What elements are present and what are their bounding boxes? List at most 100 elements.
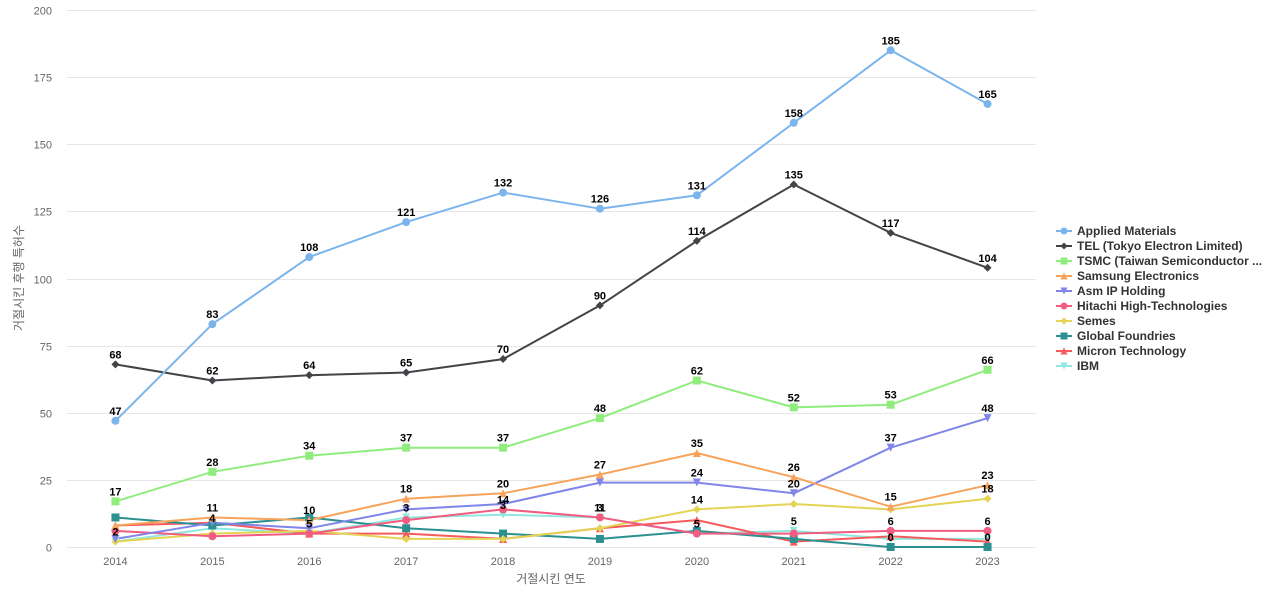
data-point-2-1[interactable] xyxy=(208,467,217,476)
data-point-3-2[interactable] xyxy=(305,516,314,525)
data-point-2-4[interactable] xyxy=(499,443,508,452)
data-point-3-3[interactable] xyxy=(402,494,411,503)
data-point-2-9[interactable] xyxy=(983,365,992,374)
data-point-0-4[interactable] xyxy=(499,188,508,197)
data-point-4-7[interactable] xyxy=(789,489,798,498)
data-point-5-6[interactable] xyxy=(692,529,701,538)
data-point-7-9[interactable] xyxy=(983,543,992,551)
data-point-1-7[interactable] xyxy=(789,180,798,189)
data-label: 3 xyxy=(597,502,603,514)
data-point-2-0[interactable] xyxy=(111,497,120,506)
data-point-8-6[interactable] xyxy=(692,516,701,525)
series-line-4[interactable] xyxy=(114,417,989,540)
series-line-2[interactable] xyxy=(114,368,989,503)
data-point-7-3[interactable] xyxy=(402,524,411,533)
data-point-3-4[interactable] xyxy=(499,489,508,498)
x-tick-label: 2014 xyxy=(103,556,127,568)
series-line-9[interactable] xyxy=(114,513,989,543)
data-point-6-7[interactable] xyxy=(789,500,798,509)
data-point-4-2[interactable] xyxy=(305,524,314,533)
data-point-7-8[interactable] xyxy=(886,543,895,551)
data-point-3-0[interactable] xyxy=(111,521,120,530)
data-point-0-5[interactable] xyxy=(595,204,604,213)
data-point-0-0[interactable] xyxy=(111,416,120,425)
data-label: 15 xyxy=(885,492,897,504)
data-point-3-5[interactable] xyxy=(595,470,604,479)
data-point-5-4[interactable] xyxy=(499,505,508,514)
data-point-2-5[interactable] xyxy=(595,414,604,423)
data-point-0-7[interactable] xyxy=(789,118,798,127)
data-point-0-3[interactable] xyxy=(402,218,411,227)
data-point-5-2[interactable] xyxy=(305,529,314,538)
data-point-6-6[interactable] xyxy=(692,505,701,514)
legend-item[interactable]: TSMC (Taiwan Semiconductor ... xyxy=(1056,253,1278,268)
data-point-3-1[interactable] xyxy=(208,513,217,522)
data-point-5-5[interactable] xyxy=(595,513,604,522)
data-point-1-9[interactable] xyxy=(983,263,992,272)
data-point-4-4[interactable] xyxy=(499,500,508,509)
data-point-3-7[interactable] xyxy=(789,473,798,482)
y-tick-label: 100 xyxy=(34,275,52,287)
data-point-0-6[interactable] xyxy=(692,191,701,200)
data-point-0-8[interactable] xyxy=(886,46,895,55)
data-point-5-7[interactable] xyxy=(789,529,798,538)
legend-item[interactable]: Semes xyxy=(1056,313,1278,328)
data-point-1-8[interactable] xyxy=(886,228,895,237)
data-point-5-9[interactable] xyxy=(983,526,992,535)
data-point-5-3[interactable] xyxy=(402,516,411,525)
legend-item[interactable]: Applied Materials xyxy=(1056,223,1278,238)
data-label: 70 xyxy=(497,344,509,356)
legend-item[interactable]: IBM xyxy=(1056,358,1278,373)
data-point-4-3[interactable] xyxy=(402,505,411,514)
series-line-1[interactable] xyxy=(114,183,989,382)
legend-item[interactable]: Micron Technology xyxy=(1056,343,1278,358)
data-point-1-2[interactable] xyxy=(305,371,314,380)
data-point-2-2[interactable] xyxy=(305,451,314,460)
data-point-1-3[interactable] xyxy=(402,368,411,377)
x-tick-label: 2020 xyxy=(685,556,709,568)
data-point-3-9[interactable] xyxy=(983,481,992,490)
data-point-0-9[interactable] xyxy=(983,99,992,108)
data-point-7-0[interactable] xyxy=(111,513,120,522)
data-point-8-3[interactable] xyxy=(402,529,411,538)
data-point-2-6[interactable] xyxy=(692,376,701,385)
data-label: 18 xyxy=(981,484,993,496)
data-point-0-2[interactable] xyxy=(305,253,314,262)
data-point-4-9[interactable] xyxy=(983,414,992,423)
data-point-7-5[interactable] xyxy=(595,534,604,543)
series-line-7[interactable] xyxy=(114,516,989,548)
data-point-2-7[interactable] xyxy=(789,403,798,412)
data-point-0-1[interactable] xyxy=(208,320,217,329)
data-point-6-4[interactable] xyxy=(499,534,508,543)
legend-item[interactable]: Asm IP Holding xyxy=(1056,283,1278,298)
data-point-6-9[interactable] xyxy=(983,494,992,503)
legend-item[interactable]: TEL (Tokyo Electron Limited) xyxy=(1056,238,1278,253)
data-point-4-0[interactable] xyxy=(111,534,120,543)
data-point-7-7[interactable] xyxy=(789,534,798,543)
data-point-1-4[interactable] xyxy=(499,355,508,364)
series-line-0[interactable] xyxy=(114,49,989,422)
data-point-1-0[interactable] xyxy=(111,360,120,369)
data-point-4-6[interactable] xyxy=(692,478,701,487)
data-point-5-8[interactable] xyxy=(886,526,895,535)
data-point-8-8[interactable] xyxy=(886,532,895,541)
data-point-3-6[interactable] xyxy=(692,449,701,458)
data-point-2-8[interactable] xyxy=(886,400,895,409)
data-point-3-8[interactable] xyxy=(886,502,895,511)
series-line-3[interactable] xyxy=(114,452,989,527)
series-line-5[interactable] xyxy=(114,508,989,538)
data-point-5-1[interactable] xyxy=(208,532,217,541)
legend-item[interactable]: Hitachi High-Technologies xyxy=(1056,298,1278,313)
data-point-1-1[interactable] xyxy=(208,376,217,385)
data-point-1-6[interactable] xyxy=(692,236,701,245)
data-point-1-5[interactable] xyxy=(595,301,604,310)
data-point-7-4[interactable] xyxy=(499,529,508,538)
legend-item[interactable]: Samsung Electronics xyxy=(1056,268,1278,283)
legend-item[interactable]: Global Foundries xyxy=(1056,328,1278,343)
data-point-4-5[interactable] xyxy=(595,478,604,487)
data-point-6-3[interactable] xyxy=(402,534,411,543)
data-point-2-3[interactable] xyxy=(402,443,411,452)
series-line-6[interactable] xyxy=(114,497,989,543)
data-point-4-8[interactable] xyxy=(886,443,895,452)
data-point-6-5[interactable] xyxy=(595,524,604,533)
